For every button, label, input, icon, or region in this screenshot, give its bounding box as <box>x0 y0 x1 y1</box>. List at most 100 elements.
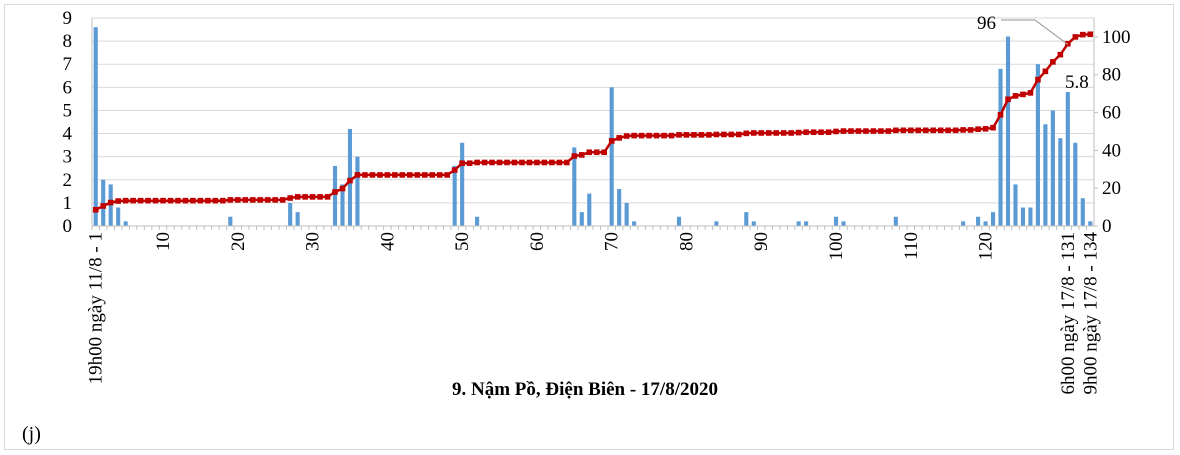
rain-bar-117 <box>961 221 966 226</box>
x-tick-label: 60 <box>527 232 548 251</box>
y-right-tick-label: 60 <box>1102 103 1121 124</box>
x-tick-label: 10 <box>153 232 174 251</box>
rain-bar-49 <box>452 165 457 226</box>
cumulative-marker-62 <box>549 159 555 166</box>
cumulative-marker-123 <box>1005 96 1011 103</box>
cumulative-marker-35 <box>347 177 353 184</box>
rain-bar-95 <box>796 221 801 226</box>
rain-bar-121 <box>990 212 996 226</box>
cumulative-marker-14 <box>190 197 196 204</box>
cumulative-marker-115 <box>945 127 951 134</box>
gridlines <box>92 17 1094 227</box>
cumulative-marker-120 <box>982 126 989 132</box>
cumulative-marker-24 <box>264 197 271 203</box>
rain-bar-79 <box>676 216 682 226</box>
x-tick-label: 110 <box>901 232 922 260</box>
cumulative-marker-15 <box>197 197 204 204</box>
cumulative-marker-65 <box>571 153 578 159</box>
cumulative-marker-29 <box>302 194 308 200</box>
cumulative-marker-100 <box>833 128 839 135</box>
rain-bar-35 <box>347 128 353 226</box>
cumulative-marker-51 <box>466 160 473 167</box>
y-right-tick-label: 20 <box>1102 178 1121 199</box>
rain-bar-65 <box>572 147 577 226</box>
rain-bar-50 <box>460 142 465 226</box>
x-tick-label: 30 <box>303 232 324 251</box>
rain-bar-127 <box>1035 64 1040 226</box>
cumulative-marker-78 <box>668 132 675 139</box>
cumulative-marker-45 <box>421 172 428 178</box>
y-left-tick-label: 1 <box>63 193 73 214</box>
rain-bar-129 <box>1050 110 1055 226</box>
cumulative-marker-116 <box>952 127 959 134</box>
rain-bar-72 <box>624 202 629 226</box>
cumulative-marker-76 <box>653 132 660 139</box>
rain-bar-4 <box>116 207 121 226</box>
rain-bar-132 <box>1073 142 1078 226</box>
cumulative-marker-77 <box>661 132 667 139</box>
callout-cumulative-label: 96 <box>977 13 996 34</box>
cumulative-marker-98 <box>818 129 824 136</box>
cumulative-marker-84 <box>713 131 720 138</box>
cumulative-marker-111 <box>915 127 922 134</box>
cumulative-marker-31 <box>317 194 323 200</box>
y-right-tick-label: 80 <box>1102 65 1121 86</box>
cumulative-marker-6 <box>130 197 136 204</box>
callout-bar-label: 5.8 <box>1065 72 1089 93</box>
cumulative-marker-43 <box>406 172 413 178</box>
cumulative-marker-130 <box>1057 51 1064 58</box>
cumulative-marker-30 <box>309 194 316 200</box>
cumulative-marker-131 <box>1065 40 1071 47</box>
cumulative-marker-106 <box>878 128 884 134</box>
rain-bar-19 <box>228 216 233 226</box>
rain-bar-2 <box>101 179 106 226</box>
x-tick-label-first: 19h00 ngày 11/8 - 1 <box>86 232 107 384</box>
x-tick-label: 70 <box>602 232 623 251</box>
y-left-tick-label: 3 <box>63 147 73 168</box>
rain-bar-125 <box>1020 207 1026 226</box>
rain-bar-66 <box>579 212 584 226</box>
x-tick-label: 120 <box>976 232 997 261</box>
cumulative-marker-41 <box>392 172 398 178</box>
cumulative-marker-99 <box>825 129 832 136</box>
y-left-tick-label: 5 <box>63 100 73 121</box>
cumulative-marker-70 <box>608 138 615 144</box>
rain-bar-34 <box>340 184 345 226</box>
rain-bar-130 <box>1058 138 1063 226</box>
rain-bar-33 <box>332 165 338 226</box>
y-left-tick-label: 0 <box>63 216 73 237</box>
cumulative-marker-3 <box>107 199 114 206</box>
cumulative-marker-112 <box>922 127 929 134</box>
cumulative-marker-129 <box>1050 59 1056 65</box>
cumulative-marker-42 <box>399 172 406 178</box>
panel-label: (j) <box>22 423 41 445</box>
y-right-tick-label: 40 <box>1102 140 1121 161</box>
cumulative-marker-87 <box>736 131 742 138</box>
cumulative-marker-40 <box>384 172 391 178</box>
rain-bar-128 <box>1043 124 1048 226</box>
cumulative-marker-75 <box>646 132 652 139</box>
cumulative-marker-133 <box>1079 31 1086 38</box>
cumulative-marker-72 <box>623 133 630 139</box>
cumulative-marker-1 <box>92 206 99 213</box>
x-tick-label: 80 <box>676 232 697 251</box>
cumulative-marker-57 <box>511 159 518 166</box>
rain-bar-71 <box>617 189 622 226</box>
chart-frame <box>4 4 1174 450</box>
cumulative-marker-44 <box>414 172 421 178</box>
cumulative-marker-36 <box>354 172 361 178</box>
rain-bar-108 <box>893 216 898 226</box>
cumulative-marker-11 <box>167 197 174 204</box>
rain-bar-5 <box>123 221 128 226</box>
cumulative-marker-64 <box>564 159 570 166</box>
cumulative-marker-79 <box>676 132 682 138</box>
cumulative-marker-71 <box>616 135 622 141</box>
cumulative-marker-67 <box>586 149 593 156</box>
rain-bar-124 <box>1013 184 1018 226</box>
rain-bar-100 <box>833 216 839 226</box>
rain-bar-67 <box>587 193 592 226</box>
cumulative-marker-73 <box>631 132 637 139</box>
x-tick-label: 40 <box>377 232 398 251</box>
